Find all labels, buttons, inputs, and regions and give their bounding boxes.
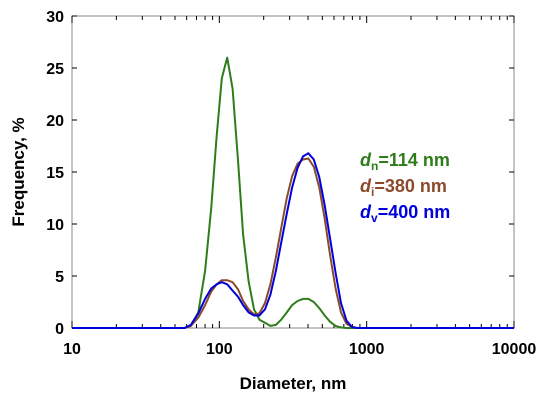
x-tick-label: 100	[206, 341, 233, 358]
legend-subscript: i	[371, 185, 374, 199]
series-line-n	[72, 56, 514, 329]
y-axis-ticks: 0 5 10 15 20 25 30	[46, 9, 514, 338]
legend-symbol: d	[360, 202, 372, 222]
legend-subscript: n	[371, 159, 378, 173]
legend-entry-i: di=380 nm	[360, 176, 447, 199]
x-tick-label: 10000	[492, 341, 537, 358]
y-tick-label: 10	[46, 217, 64, 234]
legend-entry-v: dv=400 nm	[360, 202, 450, 225]
y-tick-label: 20	[46, 113, 64, 130]
legend-entry-n: dn=114 nm	[360, 150, 450, 173]
legend-subscript: v	[371, 211, 378, 225]
legend-value: =400 nm	[378, 202, 451, 222]
legend-symbol: d	[360, 150, 372, 170]
legend-value: =380 nm	[374, 176, 447, 196]
series-lines	[72, 56, 514, 329]
x-axis-ticks: 10 100 1000 10000	[63, 16, 536, 358]
y-tick-label: 5	[55, 269, 64, 286]
y-tick-label: 15	[46, 165, 64, 182]
legend-value: =114 nm	[378, 150, 450, 170]
y-tick-label: 25	[46, 61, 64, 78]
y-tick-label: 30	[46, 9, 64, 26]
legend-symbol: d	[360, 176, 372, 196]
x-tick-label: 10	[63, 341, 81, 358]
x-tick-label: 1000	[349, 341, 385, 358]
y-axis-title: Frequency, %	[9, 117, 28, 226]
y-tick-label: 0	[55, 321, 64, 338]
x-axis-title: Diameter, nm	[240, 374, 347, 393]
series-line-v	[72, 152, 514, 329]
